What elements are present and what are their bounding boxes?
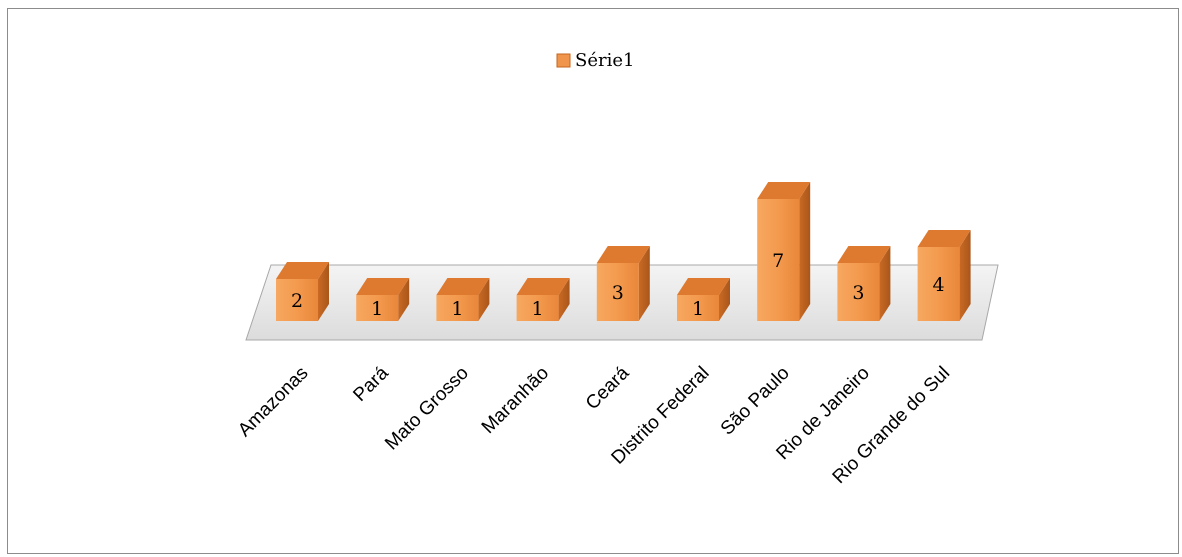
bar: 3 (837, 246, 891, 321)
bar-side (799, 182, 811, 321)
bar-top (677, 278, 730, 295)
bar-top (757, 182, 811, 199)
bar-front (596, 263, 639, 321)
bar-top (356, 278, 410, 295)
bar: 1 (436, 278, 490, 321)
category-label: Mato Grosso (381, 363, 473, 455)
bar: 7 (757, 182, 811, 321)
bar-front (677, 295, 719, 321)
bar-front (356, 295, 399, 321)
bar-side (558, 278, 570, 321)
category-label: Maranhão (478, 363, 553, 438)
bar-top (516, 278, 570, 295)
bar: 1 (516, 278, 570, 321)
bar-side (879, 246, 891, 321)
data-label: 1 (451, 298, 463, 320)
bar-front (917, 247, 960, 321)
bar-front (276, 279, 318, 321)
bar-top (917, 230, 971, 247)
category-label: Ceará (582, 362, 634, 414)
bar-side (318, 262, 329, 321)
bar-side (959, 230, 971, 321)
bar: 1 (356, 278, 410, 321)
bar-front (516, 295, 559, 321)
bar-top (596, 246, 650, 263)
bar-top (276, 262, 329, 279)
data-label: 3 (852, 282, 864, 304)
chart-area: Série1 2 1 1 1 3 1 7 3 4 Amazonas Pará Mato Grosso… (7, 8, 1179, 554)
bar-top (436, 278, 490, 295)
data-label: 4 (933, 274, 945, 296)
bar: 1 (677, 278, 730, 321)
legend-label-serie1: Série1 (575, 50, 634, 71)
data-label: 2 (291, 290, 303, 312)
bar-side (478, 278, 490, 321)
data-label: 3 (612, 282, 624, 304)
bar-side (719, 278, 730, 321)
bar-side (638, 246, 650, 321)
category-label: Amazonas (234, 363, 312, 441)
category-label: Pará (350, 362, 394, 406)
bar-front (837, 263, 880, 321)
data-label: 1 (371, 298, 383, 320)
bars: 2 1 1 1 3 1 7 3 4 (276, 182, 971, 321)
data-label: 1 (692, 298, 704, 320)
bar-top (837, 246, 891, 263)
bar-front (757, 199, 800, 321)
bar-side (398, 278, 410, 321)
legend-swatch (556, 53, 571, 68)
bar: 3 (596, 246, 650, 321)
category-label: São Paulo (717, 363, 794, 440)
bar: 2 (276, 262, 329, 321)
bar: 4 (917, 230, 971, 321)
bar-front (436, 295, 479, 321)
legend: Série1 (556, 50, 634, 71)
data-label: 1 (532, 298, 544, 320)
data-label: 7 (772, 250, 784, 272)
